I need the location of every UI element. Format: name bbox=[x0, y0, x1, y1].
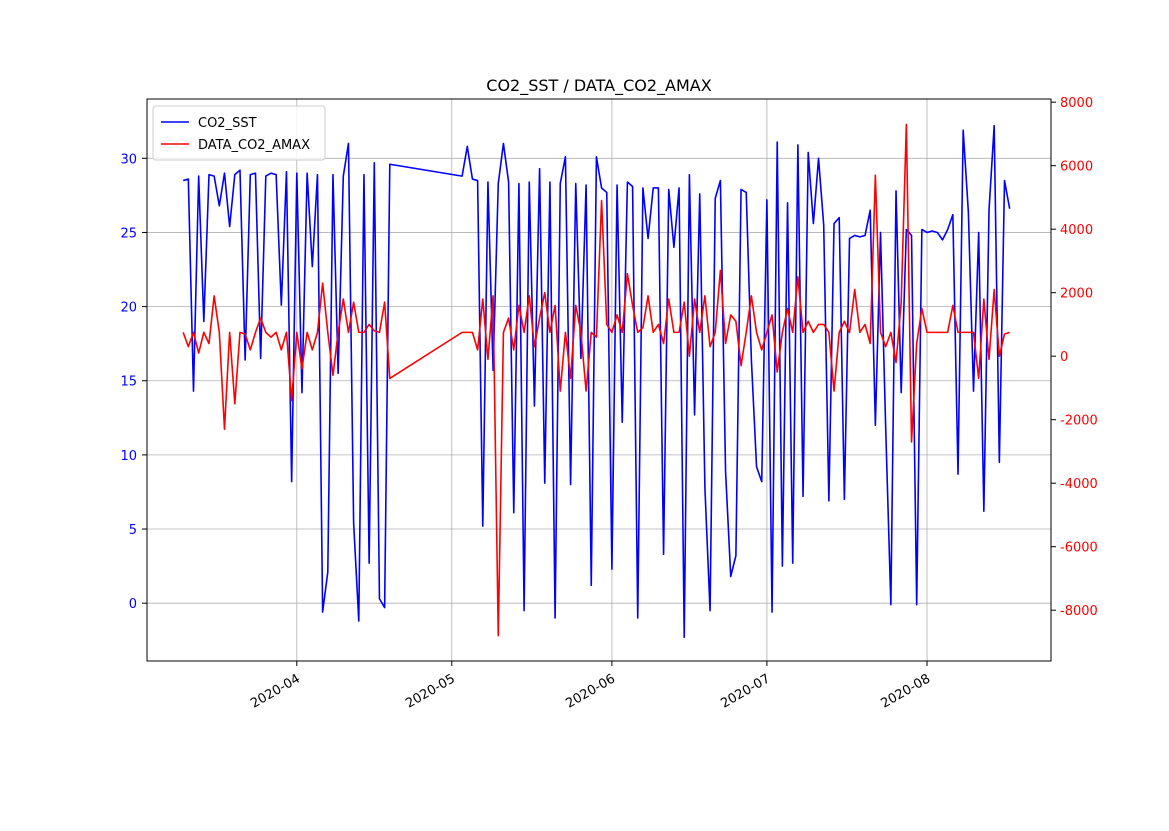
y2-tick-label: -6000 bbox=[1060, 541, 1098, 556]
y2-tick-label: 8000 bbox=[1060, 96, 1093, 111]
chart-title: CO2_SST / DATA_CO2_AMAX bbox=[486, 76, 711, 96]
y-tick-label: 5 bbox=[129, 523, 137, 538]
y-tick-label: 30 bbox=[120, 152, 137, 167]
y2-tick-label: 0 bbox=[1060, 350, 1068, 365]
series-line bbox=[182, 123, 1010, 637]
legend-label: CO2_SST bbox=[198, 116, 257, 131]
legend-box bbox=[152, 105, 326, 161]
y-tick-label: 10 bbox=[120, 449, 137, 464]
y2-tick-label: 6000 bbox=[1060, 160, 1093, 175]
series-line bbox=[182, 124, 1011, 639]
x-tick-label: 2020-08 bbox=[878, 671, 933, 711]
plot-frame bbox=[146, 98, 1052, 662]
x-tick-label: 2020-04 bbox=[248, 671, 303, 711]
y2-tick-label: 2000 bbox=[1060, 287, 1093, 302]
y2-tick-label: -8000 bbox=[1060, 604, 1098, 619]
x-tick-label: 2020-05 bbox=[403, 671, 458, 711]
y2-tick-label: -4000 bbox=[1060, 477, 1098, 492]
y2-tick-label: 4000 bbox=[1060, 223, 1093, 238]
x-tick-label: 2020-07 bbox=[718, 671, 773, 711]
y-tick-label: 20 bbox=[120, 301, 137, 316]
y-tick-label: 15 bbox=[120, 375, 137, 390]
x-tick-label: 2020-06 bbox=[563, 671, 618, 711]
y-tick-label: 25 bbox=[120, 226, 137, 241]
y-tick-label: 0 bbox=[129, 597, 137, 612]
legend-label: DATA_CO2_AMAX bbox=[198, 138, 310, 153]
y2-tick-label: -2000 bbox=[1060, 414, 1098, 429]
